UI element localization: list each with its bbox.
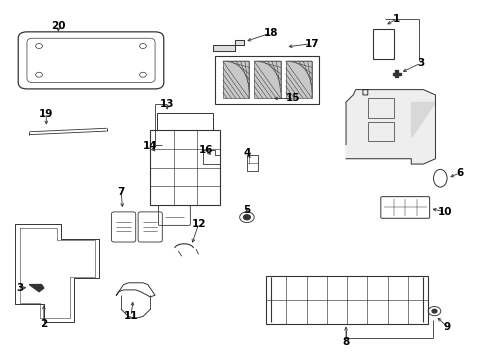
Text: 19: 19: [39, 109, 53, 120]
Bar: [150, 130, 220, 205]
Text: 13: 13: [160, 99, 174, 109]
Text: 16: 16: [198, 145, 213, 155]
Text: 12: 12: [191, 219, 205, 229]
Bar: [215, 56, 319, 104]
Bar: [367, 99, 393, 118]
Polygon shape: [392, 70, 400, 77]
Text: 20: 20: [51, 21, 65, 31]
Bar: [372, 30, 393, 59]
Text: 11: 11: [123, 311, 138, 321]
Bar: [223, 61, 249, 99]
Bar: [265, 276, 427, 324]
Circle shape: [243, 215, 250, 220]
Polygon shape: [29, 284, 44, 292]
Polygon shape: [346, 90, 435, 164]
Bar: [254, 61, 280, 99]
Text: 14: 14: [142, 141, 157, 151]
Text: 18: 18: [264, 28, 278, 38]
Text: 2: 2: [40, 319, 47, 329]
Text: 17: 17: [304, 39, 319, 49]
Text: 8: 8: [342, 337, 349, 347]
Bar: [246, 155, 257, 171]
Text: 6: 6: [455, 168, 462, 178]
Text: 15: 15: [285, 94, 300, 103]
Bar: [367, 122, 393, 141]
Circle shape: [431, 309, 436, 313]
Text: 3: 3: [416, 58, 424, 68]
Polygon shape: [410, 102, 435, 138]
Polygon shape: [213, 40, 244, 51]
Text: 1: 1: [392, 14, 400, 24]
Text: 9: 9: [443, 322, 450, 332]
Bar: [285, 61, 311, 99]
Text: 3: 3: [16, 283, 23, 293]
Text: 7: 7: [117, 188, 124, 197]
Text: 5: 5: [243, 205, 250, 215]
Text: 10: 10: [437, 207, 451, 217]
Text: 4: 4: [243, 148, 250, 158]
